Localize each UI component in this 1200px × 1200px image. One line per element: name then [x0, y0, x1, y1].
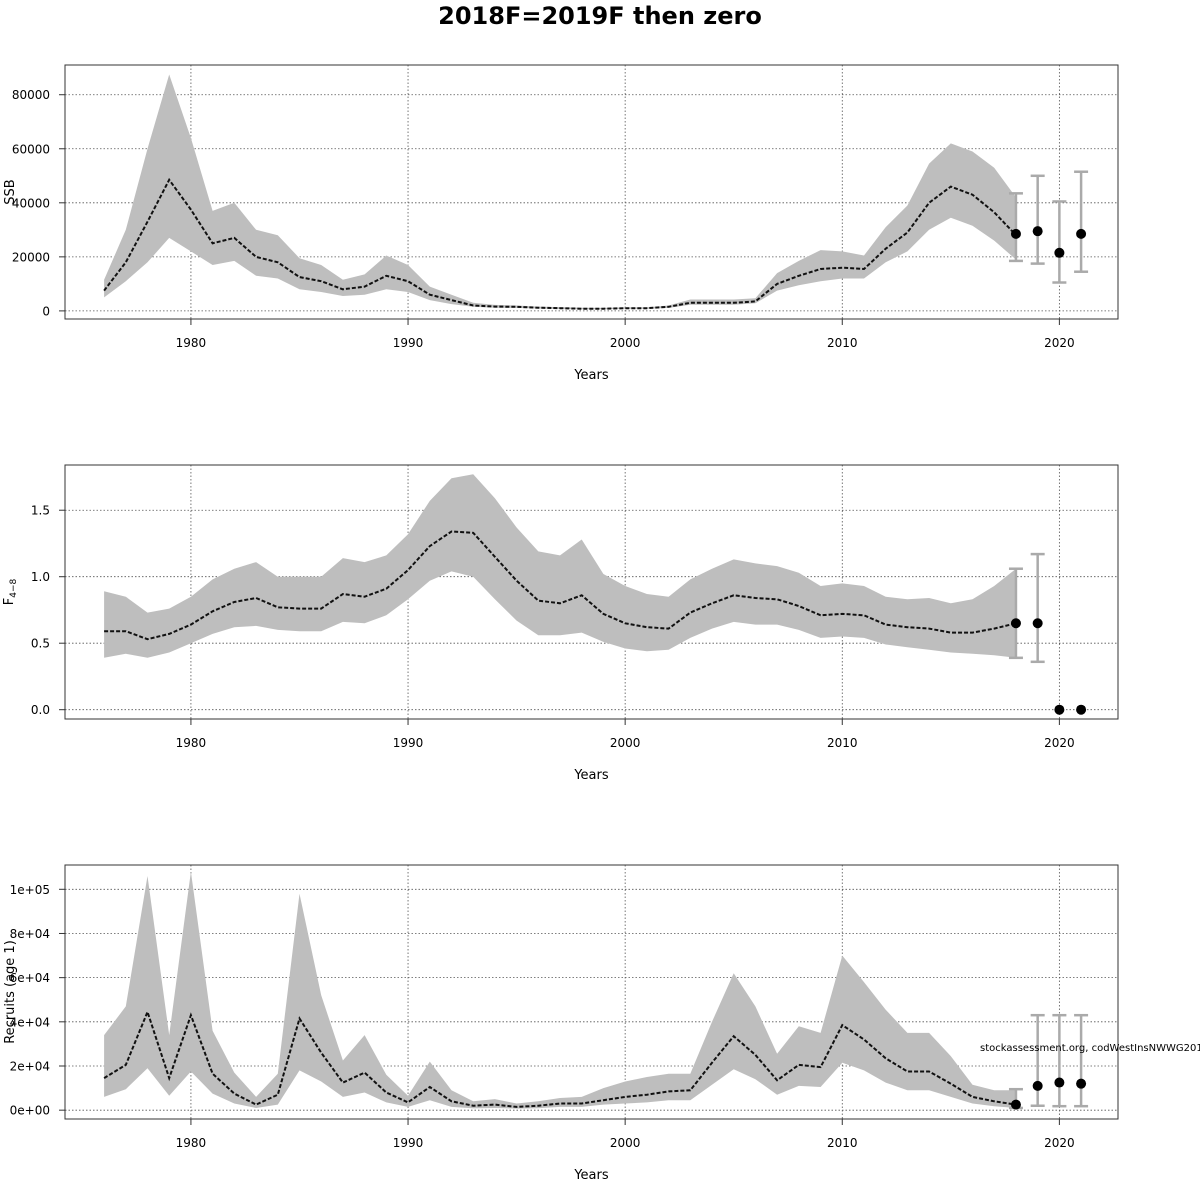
ssb-ytick-label-4: 80000: [12, 88, 50, 102]
recruits-xtick-label-0: 1980: [176, 1136, 207, 1150]
recruits-panel: 1980 1990 2000 2010 2020 0e+00 2e+04 4e+04 6e+04…: [3, 864, 1119, 1183]
credit-text: stockassessment.org, codWestInsNWWG201: [980, 1043, 1200, 1054]
ssb-forecast-point-2020: [1054, 247, 1065, 258]
recruits-ytick-label-4: 8e+04: [10, 927, 50, 941]
ssb-plot-frame: [64, 64, 1119, 320]
fbar-xaxis-title: Years: [573, 768, 609, 783]
fbar-ytick-label-2: 1.0: [31, 570, 50, 584]
recruits-plot-frame: [64, 864, 1119, 1120]
fbar-forecast-point-2021: [1076, 704, 1087, 715]
fbar-ytick-label-0: 0.0: [31, 703, 50, 717]
ssb-xtick-label-0: 1980: [176, 336, 207, 350]
ssb-xtick-label-4: 2020: [1044, 336, 1075, 350]
ssb-xtick-label-2: 2000: [610, 336, 641, 350]
fbar-estimate-line: [104, 530, 1017, 641]
recruits-xtick-label-1: 1990: [393, 1136, 424, 1150]
recruits-forecast-point-2020: [1054, 1077, 1065, 1088]
fbar-plot-frame: [64, 464, 1119, 720]
fbar-yaxis-title-main: F: [2, 598, 17, 605]
ssb-forecast-point-2018: [1010, 228, 1021, 239]
fbar-xtick-label-1: 1990: [393, 736, 424, 750]
fbar-xtick-label-0: 1980: [176, 736, 207, 750]
fbar-ytick-label-1: 0.5: [31, 637, 50, 651]
ssb-xtick-label-3: 2010: [827, 336, 858, 350]
recruits-ytick-label-2: 4e+04: [10, 1015, 50, 1029]
recruits-forecast-point-2018: [1010, 1099, 1021, 1110]
ssb-panel: 1980 1990 2000 2010 2020 0 20000 40000 60000 8000…: [3, 64, 1119, 383]
recruits-yaxis-title: Recruits (age 1): [3, 940, 18, 1044]
fbar-xtick-label-2: 2000: [610, 736, 641, 750]
recruits-xtick-label-3: 2010: [827, 1136, 858, 1150]
fbar-forecast-point-2019: [1032, 618, 1043, 629]
ssb-estimate-line: [103, 177, 1017, 310]
ssb-confidence-band: [104, 74, 1017, 310]
figure-title: 2018F=2019F then zero: [438, 2, 762, 30]
fbar-confidence-band: [104, 474, 1017, 658]
fbar-yaxis-title: F4−8: [2, 578, 19, 605]
recruits-ytick-label-1: 2e+04: [10, 1059, 50, 1073]
fbar-xtick-label-4: 2020: [1044, 736, 1075, 750]
recruits-ytick-label-5: 1e+05: [10, 883, 50, 897]
recruits-xtick-label-2: 2000: [610, 1136, 641, 1150]
recruits-ytick-label-0: 0e+00: [10, 1104, 50, 1118]
fbar-panel: 1980 1990 2000 2010 2020 0.0 0.5 1.0 1.5 Years F4−…: [2, 464, 1119, 783]
fbar-forecast-point-2018: [1010, 618, 1021, 629]
ssb-ytick-label-1: 20000: [12, 250, 50, 264]
recruits-forecast-point-2019: [1032, 1080, 1043, 1091]
ssb-xaxis-title: Years: [573, 368, 609, 383]
recruits-forecast-point-2021: [1076, 1078, 1087, 1089]
recruits-xtick-label-4: 2020: [1044, 1136, 1075, 1150]
ssb-ytick-label-2: 40000: [12, 196, 50, 210]
ssb-xtick-label-1: 1990: [393, 336, 424, 350]
ssb-ytick-label-0: 0: [42, 304, 50, 318]
ssb-ytick-label-3: 60000: [12, 142, 50, 156]
recruits-ytick-label-3: 6e+04: [10, 971, 50, 985]
fbar-ytick-label-3: 1.5: [31, 504, 50, 518]
fbar-yaxis-title-sub: 4−8: [9, 578, 19, 597]
ssb-forecast-point-2021: [1076, 228, 1087, 239]
ssb-forecast-point-2019: [1032, 226, 1043, 237]
ssb-yaxis-title: SSB: [3, 179, 18, 204]
fbar-xtick-label-3: 2010: [827, 736, 858, 750]
recruits-xaxis-title: Years: [573, 1168, 609, 1183]
fbar-forecast-point-2020: [1054, 704, 1065, 715]
recruits-confidence-band: [104, 871, 1017, 1109]
